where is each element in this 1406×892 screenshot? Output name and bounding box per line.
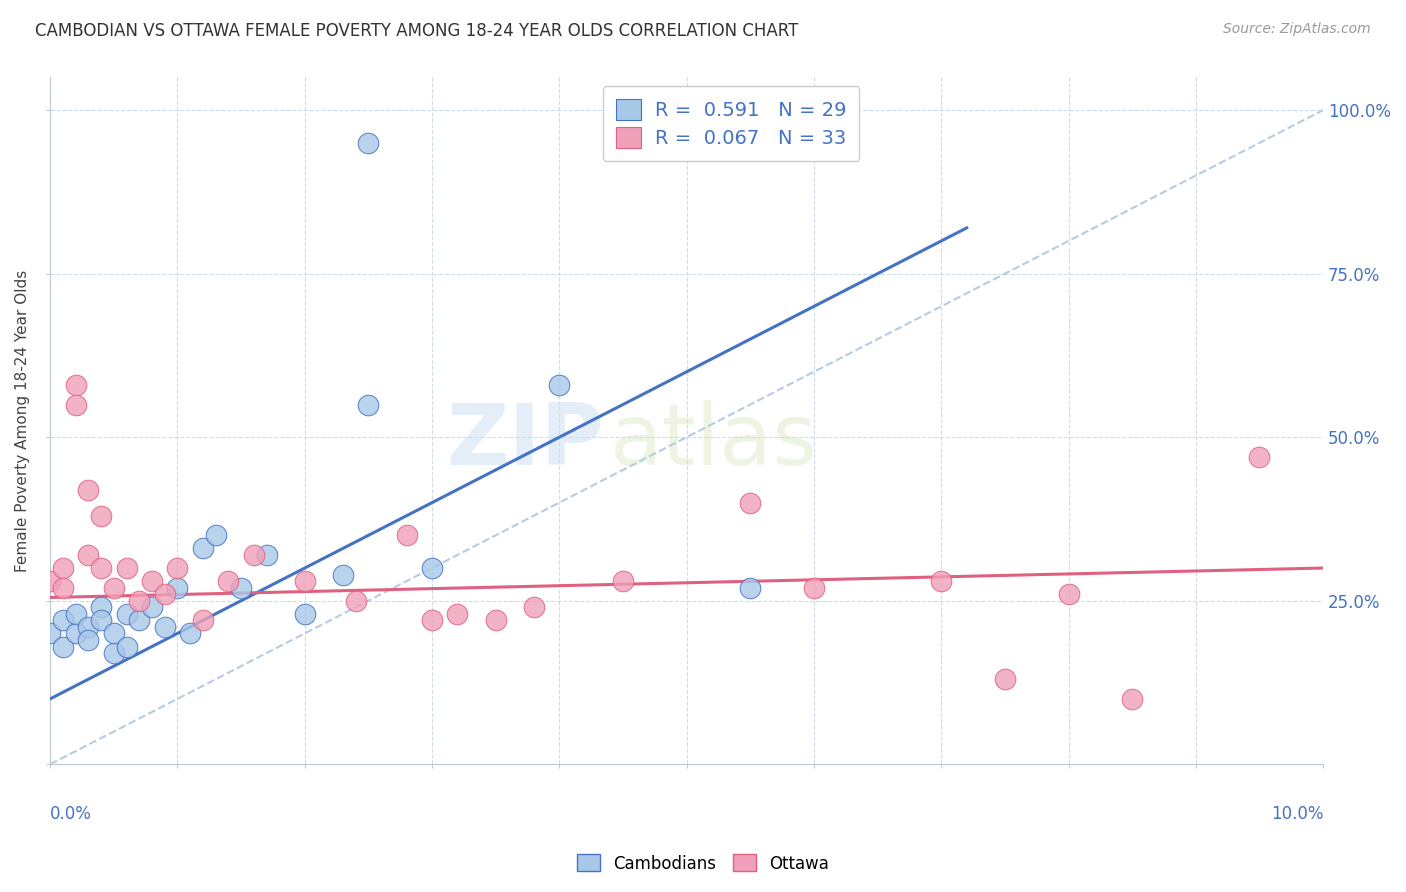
Point	[420, 561, 443, 575]
Point	[740, 581, 762, 595]
Point	[612, 574, 634, 588]
Point	[523, 600, 546, 615]
Point	[294, 574, 316, 588]
Point	[344, 593, 367, 607]
Point	[332, 567, 354, 582]
Legend: Cambodians, Ottawa: Cambodians, Ottawa	[569, 847, 837, 880]
Point	[1121, 691, 1143, 706]
Point	[90, 613, 112, 627]
Point	[179, 626, 201, 640]
Point	[420, 613, 443, 627]
Point	[90, 600, 112, 615]
Point	[65, 607, 87, 621]
Point	[39, 626, 62, 640]
Point	[485, 613, 508, 627]
Point	[994, 672, 1017, 686]
Text: CAMBODIAN VS OTTAWA FEMALE POVERTY AMONG 18-24 YEAR OLDS CORRELATION CHART: CAMBODIAN VS OTTAWA FEMALE POVERTY AMONG…	[35, 22, 799, 40]
Point	[357, 136, 380, 150]
Point	[166, 561, 188, 575]
Y-axis label: Female Poverty Among 18-24 Year Olds: Female Poverty Among 18-24 Year Olds	[15, 269, 30, 572]
Point	[153, 587, 176, 601]
Point	[90, 508, 112, 523]
Point	[294, 607, 316, 621]
Point	[1057, 587, 1080, 601]
Legend: R =  0.591   N = 29, R =  0.067   N = 33: R = 0.591 N = 29, R = 0.067 N = 33	[603, 87, 859, 161]
Point	[204, 528, 226, 542]
Point	[103, 581, 125, 595]
Text: 10.0%: 10.0%	[1271, 805, 1323, 823]
Point	[77, 483, 100, 497]
Point	[446, 607, 468, 621]
Text: Source: ZipAtlas.com: Source: ZipAtlas.com	[1223, 22, 1371, 37]
Point	[191, 541, 214, 556]
Point	[115, 561, 138, 575]
Point	[128, 593, 150, 607]
Point	[103, 646, 125, 660]
Point	[740, 495, 762, 509]
Text: ZIP: ZIP	[446, 400, 605, 483]
Point	[65, 377, 87, 392]
Point	[115, 607, 138, 621]
Point	[243, 548, 266, 562]
Point	[166, 581, 188, 595]
Point	[52, 613, 75, 627]
Point	[115, 640, 138, 654]
Point	[395, 528, 418, 542]
Point	[39, 574, 62, 588]
Point	[65, 397, 87, 411]
Point	[52, 561, 75, 575]
Point	[929, 574, 952, 588]
Point	[217, 574, 239, 588]
Point	[77, 548, 100, 562]
Point	[548, 377, 571, 392]
Point	[229, 581, 252, 595]
Point	[141, 574, 163, 588]
Text: atlas: atlas	[610, 400, 818, 483]
Point	[1249, 450, 1271, 464]
Point	[65, 626, 87, 640]
Point	[103, 626, 125, 640]
Point	[52, 640, 75, 654]
Point	[128, 613, 150, 627]
Point	[90, 561, 112, 575]
Point	[77, 620, 100, 634]
Point	[52, 581, 75, 595]
Text: 0.0%: 0.0%	[51, 805, 91, 823]
Point	[357, 397, 380, 411]
Point	[77, 632, 100, 647]
Point	[191, 613, 214, 627]
Point	[141, 600, 163, 615]
Point	[803, 581, 825, 595]
Point	[256, 548, 278, 562]
Point	[153, 620, 176, 634]
